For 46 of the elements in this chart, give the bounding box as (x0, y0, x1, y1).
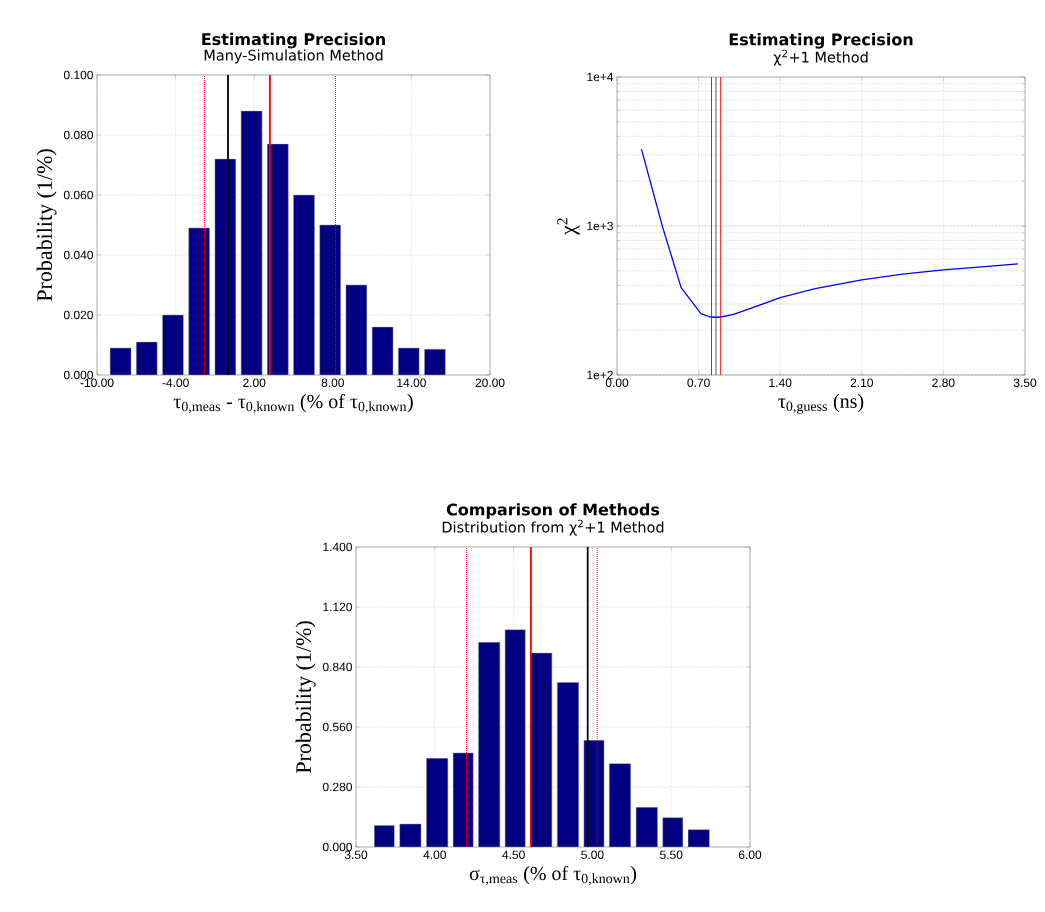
x-tick-label: 5.50 (660, 850, 683, 860)
line-series (640, 148, 1019, 318)
x-tick-label: -10.00 (80, 378, 114, 388)
y-tick-label: 0.560 (322, 722, 352, 732)
y-tick-label: 0.100 (63, 70, 93, 80)
x-tick-label: 2.80 (932, 378, 955, 387)
x-axis-title: τ$_{0,guess}$ (ns) (778, 393, 864, 414)
y-tick-label: 0.280 (322, 782, 352, 792)
x-tick-label: 5.00 (581, 850, 604, 860)
y-tick-label: 1e+2 (587, 370, 613, 380)
y-tick-label: 1.400 (323, 542, 352, 552)
x-axis-title: σ$_{τ,meas}$ (% of τ$_{0,known}$) (469, 865, 637, 886)
x-tick-label: 8.00 (321, 378, 345, 388)
chart-title: Comparison of Methods (446, 503, 660, 519)
x-tick-label: 4.00 (423, 850, 447, 860)
y-tick-label: 0.020 (63, 310, 93, 320)
x-tick-label: 4.50 (502, 850, 525, 860)
x-tick-label: 20.00 (475, 378, 505, 388)
x-tick-label: 2.00 (243, 378, 266, 388)
x-tick-label: 1.40 (769, 378, 792, 387)
x-tick-label: 2.10 (850, 378, 874, 387)
y-tick-label: 1e+3 (587, 221, 613, 231)
x-tick-label: -4.00 (162, 378, 189, 388)
x-tick-label: 6.00 (738, 850, 762, 860)
chart-subtitle: χ$^{2}$+1 Method (773, 49, 868, 66)
chart-subtitle: Many-Simulation Method (204, 49, 383, 64)
x-tick-label: 14.00 (397, 378, 426, 388)
chart-subtitle: Distribution from χ$^{2}$+1 Method (442, 519, 664, 536)
y-tick-label: 0.080 (63, 130, 93, 140)
x-tick-label: 3.50 (1013, 378, 1037, 387)
x-axis-title: τ$_{0,meas}$ - τ$_{0,known}$ (% of τ$_{0,known}$) (173, 393, 413, 414)
y-axis-title: Probability (1/%) (295, 621, 316, 774)
y-tick-label: 0.000 (322, 842, 352, 852)
y-tick-label: 0.060 (63, 190, 93, 200)
x-tick-label: 0.70 (687, 378, 710, 387)
x-tick-label: 0.00 (605, 378, 629, 387)
chart-title: Estimating Precision (729, 33, 913, 49)
y-tick-label: 1e+4 (587, 72, 614, 82)
y-axis-title: Probability (1/%) (36, 149, 57, 302)
chart-title: Estimating Precision (202, 32, 385, 49)
y-tick-label: 0.040 (63, 250, 93, 260)
y-tick-label: 0.840 (322, 662, 352, 672)
y-axis-title: χ$^{2}$ (557, 218, 580, 235)
y-tick-label: 0.000 (63, 370, 93, 380)
y-tick-label: 1.120 (323, 602, 352, 612)
x-tick-label: 3.50 (344, 850, 368, 860)
